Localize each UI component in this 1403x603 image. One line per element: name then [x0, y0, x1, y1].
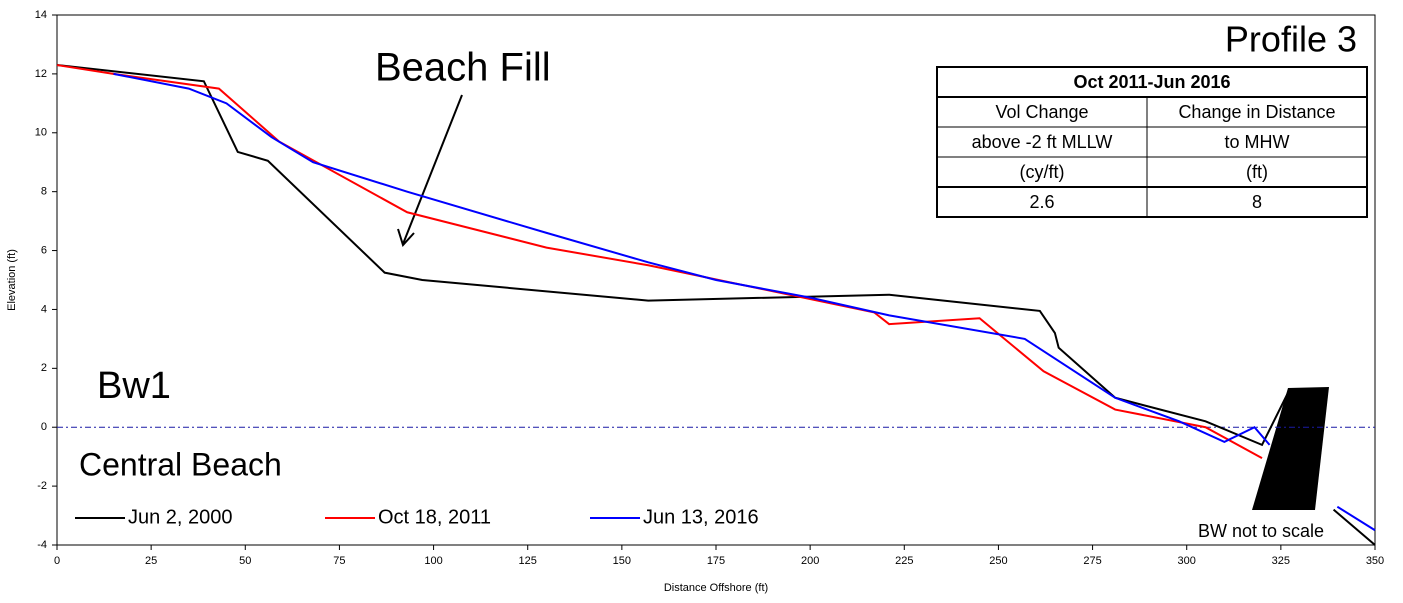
table: Oct 2011-Jun 2016 Vol Change Change in Dis…	[936, 66, 1368, 218]
x-tick-label: 200	[801, 555, 819, 567]
x-tick-label: 100	[424, 555, 442, 567]
y-tick-label: 0	[41, 421, 47, 433]
annotation: Bw1	[97, 365, 171, 407]
x-tick-label: 150	[613, 555, 631, 567]
arrow-head	[397, 228, 415, 247]
y-axis-label: Elevation (ft)	[6, 249, 18, 311]
legend-label: Jun 2, 2000	[128, 506, 233, 528]
annotation: Beach Fill	[375, 46, 551, 90]
table-cell: Vol Change	[995, 102, 1088, 122]
series-line	[56, 64, 1376, 546]
y-tick-label: 10	[35, 127, 47, 139]
legend-label: Oct 18, 2011	[378, 506, 491, 528]
table-cell: 2.6	[1029, 192, 1054, 212]
y-tick-label: 2	[41, 362, 47, 374]
x-tick-label: 250	[989, 555, 1007, 567]
x-tick-label: 275	[1083, 555, 1101, 567]
y-tick-label: 12	[35, 68, 47, 80]
x-tick-label: 325	[1272, 555, 1290, 567]
table-border	[936, 66, 1368, 218]
y-tick-label: 6	[41, 244, 47, 256]
series-line	[113, 72, 1376, 532]
x-tick-label: 175	[707, 555, 725, 567]
table-cell: above -2 ft MLLW	[972, 132, 1113, 152]
x-tick-label: 75	[333, 555, 345, 567]
y-tick-label: 4	[41, 303, 47, 315]
y-tick-label: -4	[37, 539, 47, 551]
x-axis-label: Distance Offshore (ft)	[664, 582, 768, 594]
table-cell: (ft)	[1246, 162, 1268, 182]
table-cell: Change in Distance	[1178, 102, 1335, 122]
x-tick-label: 50	[239, 555, 251, 567]
x-tick-label: 300	[1178, 555, 1196, 567]
annotation: Central Beach	[79, 446, 282, 482]
x-tick-label: 0	[54, 555, 60, 567]
table-cell: to MHW	[1225, 132, 1290, 152]
breakwater	[1252, 387, 1329, 510]
x-tick-label: 25	[145, 555, 157, 567]
x-tick-label: 125	[519, 555, 537, 567]
chart-title: Profile 3	[1225, 19, 1357, 60]
x-tick-label: 225	[895, 555, 913, 567]
y-tick-label: -2	[37, 480, 47, 492]
annotation: BW not to scale	[1198, 521, 1324, 541]
y-tick-label: 8	[41, 186, 47, 198]
y-tick-label: 14	[35, 9, 47, 21]
arrow	[402, 94, 463, 245]
table-cell: (cy/ft)	[1020, 162, 1065, 182]
x-tick-label: 350	[1366, 555, 1384, 567]
legend-label: Jun 13, 2016	[643, 506, 759, 528]
table-title: Oct 2011-Jun 2016	[1073, 72, 1230, 92]
table-cell: 8	[1252, 192, 1262, 212]
